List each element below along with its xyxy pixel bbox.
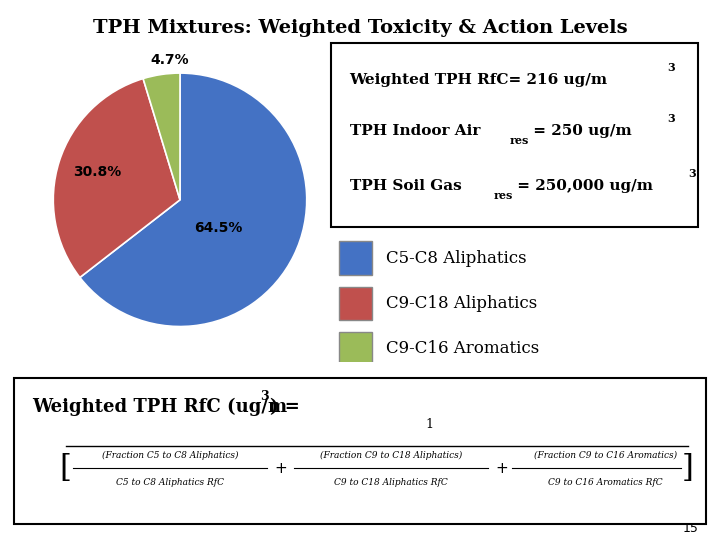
Text: C9-C16 Aromatics: C9-C16 Aromatics bbox=[386, 340, 539, 357]
Text: TPH Mixtures: Weighted Toxicity & Action Levels: TPH Mixtures: Weighted Toxicity & Action… bbox=[93, 19, 627, 37]
Text: Weighted TPH RfC= 216 ug/m: Weighted TPH RfC= 216 ug/m bbox=[350, 73, 608, 87]
Bar bbox=[338, 332, 372, 366]
Text: TPH Indoor Air: TPH Indoor Air bbox=[350, 124, 480, 138]
Text: +: + bbox=[274, 461, 287, 476]
Text: ]: ] bbox=[681, 453, 693, 484]
Text: C9 to C16 Aromatics RfC: C9 to C16 Aromatics RfC bbox=[548, 478, 662, 488]
Text: res: res bbox=[509, 135, 528, 146]
Text: 1: 1 bbox=[425, 418, 433, 431]
Text: 3: 3 bbox=[667, 113, 675, 124]
Wedge shape bbox=[53, 78, 180, 278]
Text: +: + bbox=[495, 461, 508, 476]
Text: Weighted TPH RfC (ug/m: Weighted TPH RfC (ug/m bbox=[32, 398, 287, 416]
Wedge shape bbox=[80, 73, 307, 327]
Text: = 250 ug/m: = 250 ug/m bbox=[528, 124, 631, 138]
Text: C5 to C8 Aliphatics RfC: C5 to C8 Aliphatics RfC bbox=[116, 478, 224, 488]
Text: 30.8%: 30.8% bbox=[73, 165, 122, 179]
Bar bbox=[338, 287, 372, 320]
Text: (Fraction C9 to C16 Aromatics): (Fraction C9 to C16 Aromatics) bbox=[534, 451, 677, 460]
Text: 15: 15 bbox=[683, 522, 698, 535]
Text: 4.7%: 4.7% bbox=[150, 53, 189, 68]
Text: (Fraction C5 to C8 Aliphatics): (Fraction C5 to C8 Aliphatics) bbox=[102, 451, 238, 460]
Text: TPH Soil Gas: TPH Soil Gas bbox=[350, 179, 462, 193]
Text: C5-C8 Aliphatics: C5-C8 Aliphatics bbox=[386, 249, 527, 267]
Text: C9 to C18 Aliphatics RfC: C9 to C18 Aliphatics RfC bbox=[334, 478, 448, 488]
Text: 3: 3 bbox=[260, 390, 269, 403]
Text: res: res bbox=[494, 190, 513, 201]
Text: 3: 3 bbox=[667, 62, 675, 72]
Text: [: [ bbox=[59, 453, 71, 484]
Text: ) =: ) = bbox=[270, 398, 300, 416]
Text: = 250,000 ug/m: = 250,000 ug/m bbox=[512, 179, 653, 193]
Text: C9-C18 Aliphatics: C9-C18 Aliphatics bbox=[386, 295, 538, 312]
Wedge shape bbox=[143, 73, 180, 200]
Text: 64.5%: 64.5% bbox=[194, 221, 242, 235]
Text: 3: 3 bbox=[688, 168, 696, 179]
Text: (Fraction C9 to C18 Aliphatics): (Fraction C9 to C18 Aliphatics) bbox=[320, 451, 462, 460]
Bar bbox=[338, 241, 372, 275]
